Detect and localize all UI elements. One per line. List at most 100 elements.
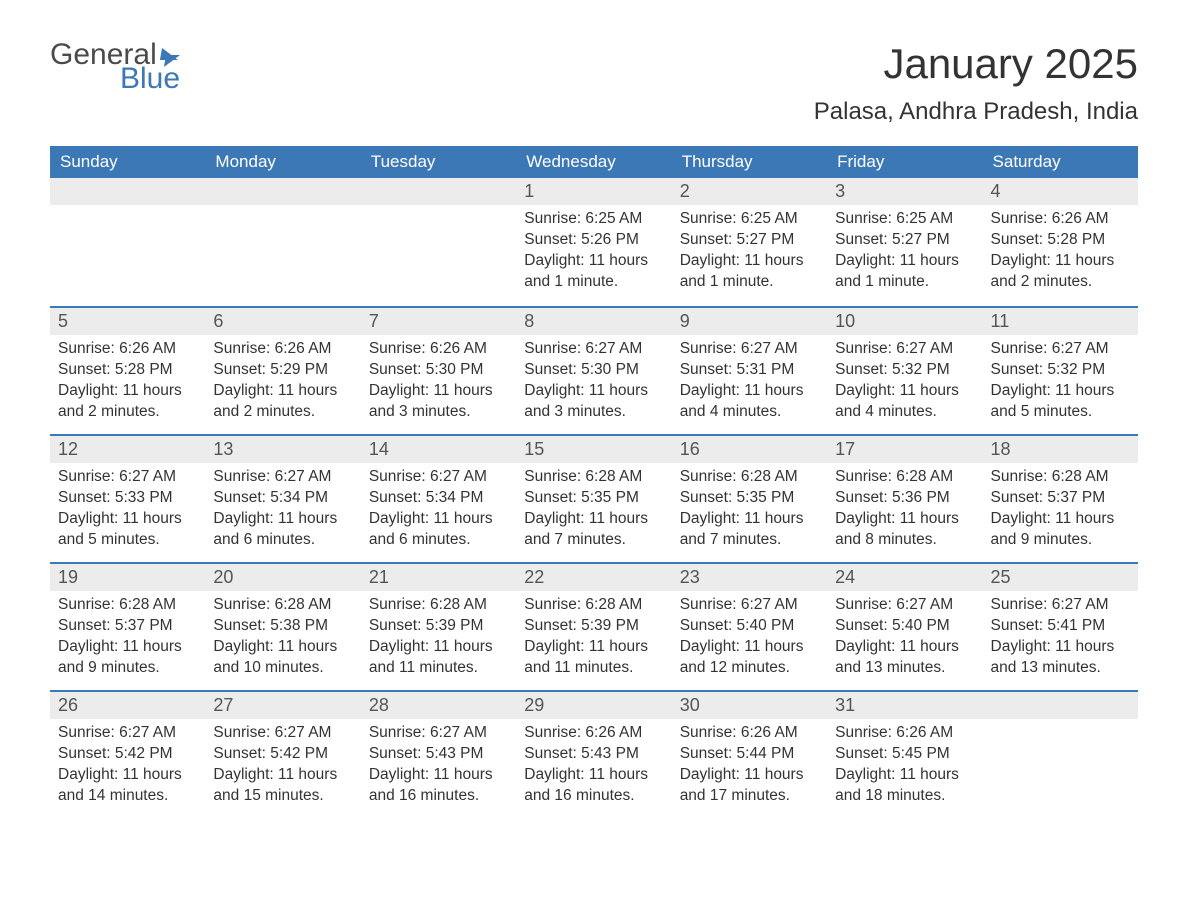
sunrise-line: Sunrise: 6:26 AM (369, 339, 508, 360)
calendar-day-cell: 6Sunrise: 6:26 AMSunset: 5:29 PMDaylight… (205, 306, 360, 434)
day-number: 31 (827, 690, 982, 719)
calendar-week-row: 19Sunrise: 6:28 AMSunset: 5:37 PMDayligh… (50, 562, 1138, 690)
daylight-line: Daylight: 11 hours and 12 minutes. (680, 637, 819, 679)
day-details: Sunrise: 6:27 AMSunset: 5:41 PMDaylight:… (983, 591, 1138, 687)
sunset-line: Sunset: 5:45 PM (835, 744, 974, 765)
day-details: Sunrise: 6:28 AMSunset: 5:35 PMDaylight:… (672, 463, 827, 559)
calendar-empty-cell (361, 178, 516, 306)
day-number: 13 (205, 434, 360, 463)
sunrise-line: Sunrise: 6:28 AM (835, 467, 974, 488)
day-details: Sunrise: 6:27 AMSunset: 5:30 PMDaylight:… (516, 335, 671, 431)
day-details: Sunrise: 6:26 AMSunset: 5:28 PMDaylight:… (50, 335, 205, 431)
day-number: 16 (672, 434, 827, 463)
daylight-line: Daylight: 11 hours and 16 minutes. (524, 765, 663, 807)
daylight-line: Daylight: 11 hours and 16 minutes. (369, 765, 508, 807)
sunset-line: Sunset: 5:43 PM (524, 744, 663, 765)
day-details: Sunrise: 6:27 AMSunset: 5:33 PMDaylight:… (50, 463, 205, 559)
calendar-empty-cell (983, 690, 1138, 818)
day-details: Sunrise: 6:27 AMSunset: 5:42 PMDaylight:… (50, 719, 205, 815)
day-number: 10 (827, 306, 982, 335)
sunrise-line: Sunrise: 6:28 AM (680, 467, 819, 488)
calendar-day-cell: 13Sunrise: 6:27 AMSunset: 5:34 PMDayligh… (205, 434, 360, 562)
sunset-line: Sunset: 5:30 PM (369, 360, 508, 381)
day-number: 24 (827, 562, 982, 591)
calendar-day-cell: 23Sunrise: 6:27 AMSunset: 5:40 PMDayligh… (672, 562, 827, 690)
sunrise-line: Sunrise: 6:25 AM (835, 209, 974, 230)
calendar-day-cell: 5Sunrise: 6:26 AMSunset: 5:28 PMDaylight… (50, 306, 205, 434)
calendar-day-cell: 10Sunrise: 6:27 AMSunset: 5:32 PMDayligh… (827, 306, 982, 434)
sunrise-line: Sunrise: 6:27 AM (835, 595, 974, 616)
sunset-line: Sunset: 5:34 PM (213, 488, 352, 509)
title-block: January 2025 Palasa, Andhra Pradesh, Ind… (814, 40, 1138, 126)
sunset-line: Sunset: 5:40 PM (835, 616, 974, 637)
sunset-line: Sunset: 5:28 PM (58, 360, 197, 381)
day-details: Sunrise: 6:26 AMSunset: 5:28 PMDaylight:… (983, 205, 1138, 301)
calendar-day-cell: 8Sunrise: 6:27 AMSunset: 5:30 PMDaylight… (516, 306, 671, 434)
month-title: January 2025 (814, 40, 1138, 88)
calendar-day-cell: 17Sunrise: 6:28 AMSunset: 5:36 PMDayligh… (827, 434, 982, 562)
calendar-week-row: 5Sunrise: 6:26 AMSunset: 5:28 PMDaylight… (50, 306, 1138, 434)
day-details: Sunrise: 6:27 AMSunset: 5:32 PMDaylight:… (827, 335, 982, 431)
day-details: Sunrise: 6:26 AMSunset: 5:30 PMDaylight:… (361, 335, 516, 431)
sunrise-line: Sunrise: 6:27 AM (991, 595, 1130, 616)
day-details: Sunrise: 6:28 AMSunset: 5:35 PMDaylight:… (516, 463, 671, 559)
day-number: 2 (672, 178, 827, 205)
day-number: 17 (827, 434, 982, 463)
day-details: Sunrise: 6:28 AMSunset: 5:38 PMDaylight:… (205, 591, 360, 687)
day-details: Sunrise: 6:27 AMSunset: 5:43 PMDaylight:… (361, 719, 516, 815)
daylight-line: Daylight: 11 hours and 5 minutes. (991, 381, 1130, 423)
day-number: 15 (516, 434, 671, 463)
day-number: 22 (516, 562, 671, 591)
sunrise-line: Sunrise: 6:27 AM (680, 595, 819, 616)
sunset-line: Sunset: 5:26 PM (524, 230, 663, 251)
day-details: Sunrise: 6:25 AMSunset: 5:27 PMDaylight:… (672, 205, 827, 301)
day-details: Sunrise: 6:26 AMSunset: 5:43 PMDaylight:… (516, 719, 671, 815)
sunset-line: Sunset: 5:35 PM (680, 488, 819, 509)
sunrise-line: Sunrise: 6:27 AM (524, 339, 663, 360)
calendar-day-cell: 19Sunrise: 6:28 AMSunset: 5:37 PMDayligh… (50, 562, 205, 690)
sunset-line: Sunset: 5:41 PM (991, 616, 1130, 637)
day-number: 14 (361, 434, 516, 463)
sunset-line: Sunset: 5:42 PM (58, 744, 197, 765)
sunset-line: Sunset: 5:39 PM (369, 616, 508, 637)
day-details: Sunrise: 6:28 AMSunset: 5:39 PMDaylight:… (516, 591, 671, 687)
day-number: 18 (983, 434, 1138, 463)
sunrise-line: Sunrise: 6:28 AM (524, 595, 663, 616)
calendar-day-cell: 22Sunrise: 6:28 AMSunset: 5:39 PMDayligh… (516, 562, 671, 690)
daylight-line: Daylight: 11 hours and 6 minutes. (213, 509, 352, 551)
day-details: Sunrise: 6:27 AMSunset: 5:34 PMDaylight:… (361, 463, 516, 559)
calendar-day-cell: 31Sunrise: 6:26 AMSunset: 5:45 PMDayligh… (827, 690, 982, 818)
day-number: 8 (516, 306, 671, 335)
sunset-line: Sunset: 5:38 PM (213, 616, 352, 637)
sunrise-line: Sunrise: 6:28 AM (991, 467, 1130, 488)
day-details: Sunrise: 6:26 AMSunset: 5:45 PMDaylight:… (827, 719, 982, 815)
day-number: 30 (672, 690, 827, 719)
calendar-day-cell: 11Sunrise: 6:27 AMSunset: 5:32 PMDayligh… (983, 306, 1138, 434)
sunrise-line: Sunrise: 6:26 AM (58, 339, 197, 360)
daylight-line: Daylight: 11 hours and 11 minutes. (369, 637, 508, 679)
sunrise-line: Sunrise: 6:26 AM (835, 723, 974, 744)
calendar-day-cell: 3Sunrise: 6:25 AMSunset: 5:27 PMDaylight… (827, 178, 982, 306)
day-details: Sunrise: 6:25 AMSunset: 5:26 PMDaylight:… (516, 205, 671, 301)
calendar-day-cell: 12Sunrise: 6:27 AMSunset: 5:33 PMDayligh… (50, 434, 205, 562)
sunrise-line: Sunrise: 6:27 AM (58, 467, 197, 488)
weekday-header: Tuesday (361, 146, 516, 178)
sunset-line: Sunset: 5:43 PM (369, 744, 508, 765)
calendar-day-cell: 16Sunrise: 6:28 AMSunset: 5:35 PMDayligh… (672, 434, 827, 562)
brand-word-2: Blue (120, 64, 180, 94)
day-number: 6 (205, 306, 360, 335)
daylight-line: Daylight: 11 hours and 9 minutes. (58, 637, 197, 679)
daylight-line: Daylight: 11 hours and 4 minutes. (680, 381, 819, 423)
calendar-empty-cell (50, 178, 205, 306)
daylight-line: Daylight: 11 hours and 13 minutes. (991, 637, 1130, 679)
day-number: 29 (516, 690, 671, 719)
weekday-header: Monday (205, 146, 360, 178)
daylight-line: Daylight: 11 hours and 6 minutes. (369, 509, 508, 551)
calendar-day-cell: 9Sunrise: 6:27 AMSunset: 5:31 PMDaylight… (672, 306, 827, 434)
sunrise-line: Sunrise: 6:27 AM (680, 339, 819, 360)
day-details: Sunrise: 6:28 AMSunset: 5:37 PMDaylight:… (983, 463, 1138, 559)
sunrise-line: Sunrise: 6:28 AM (524, 467, 663, 488)
daylight-line: Daylight: 11 hours and 8 minutes. (835, 509, 974, 551)
sunset-line: Sunset: 5:39 PM (524, 616, 663, 637)
daylight-line: Daylight: 11 hours and 9 minutes. (991, 509, 1130, 551)
